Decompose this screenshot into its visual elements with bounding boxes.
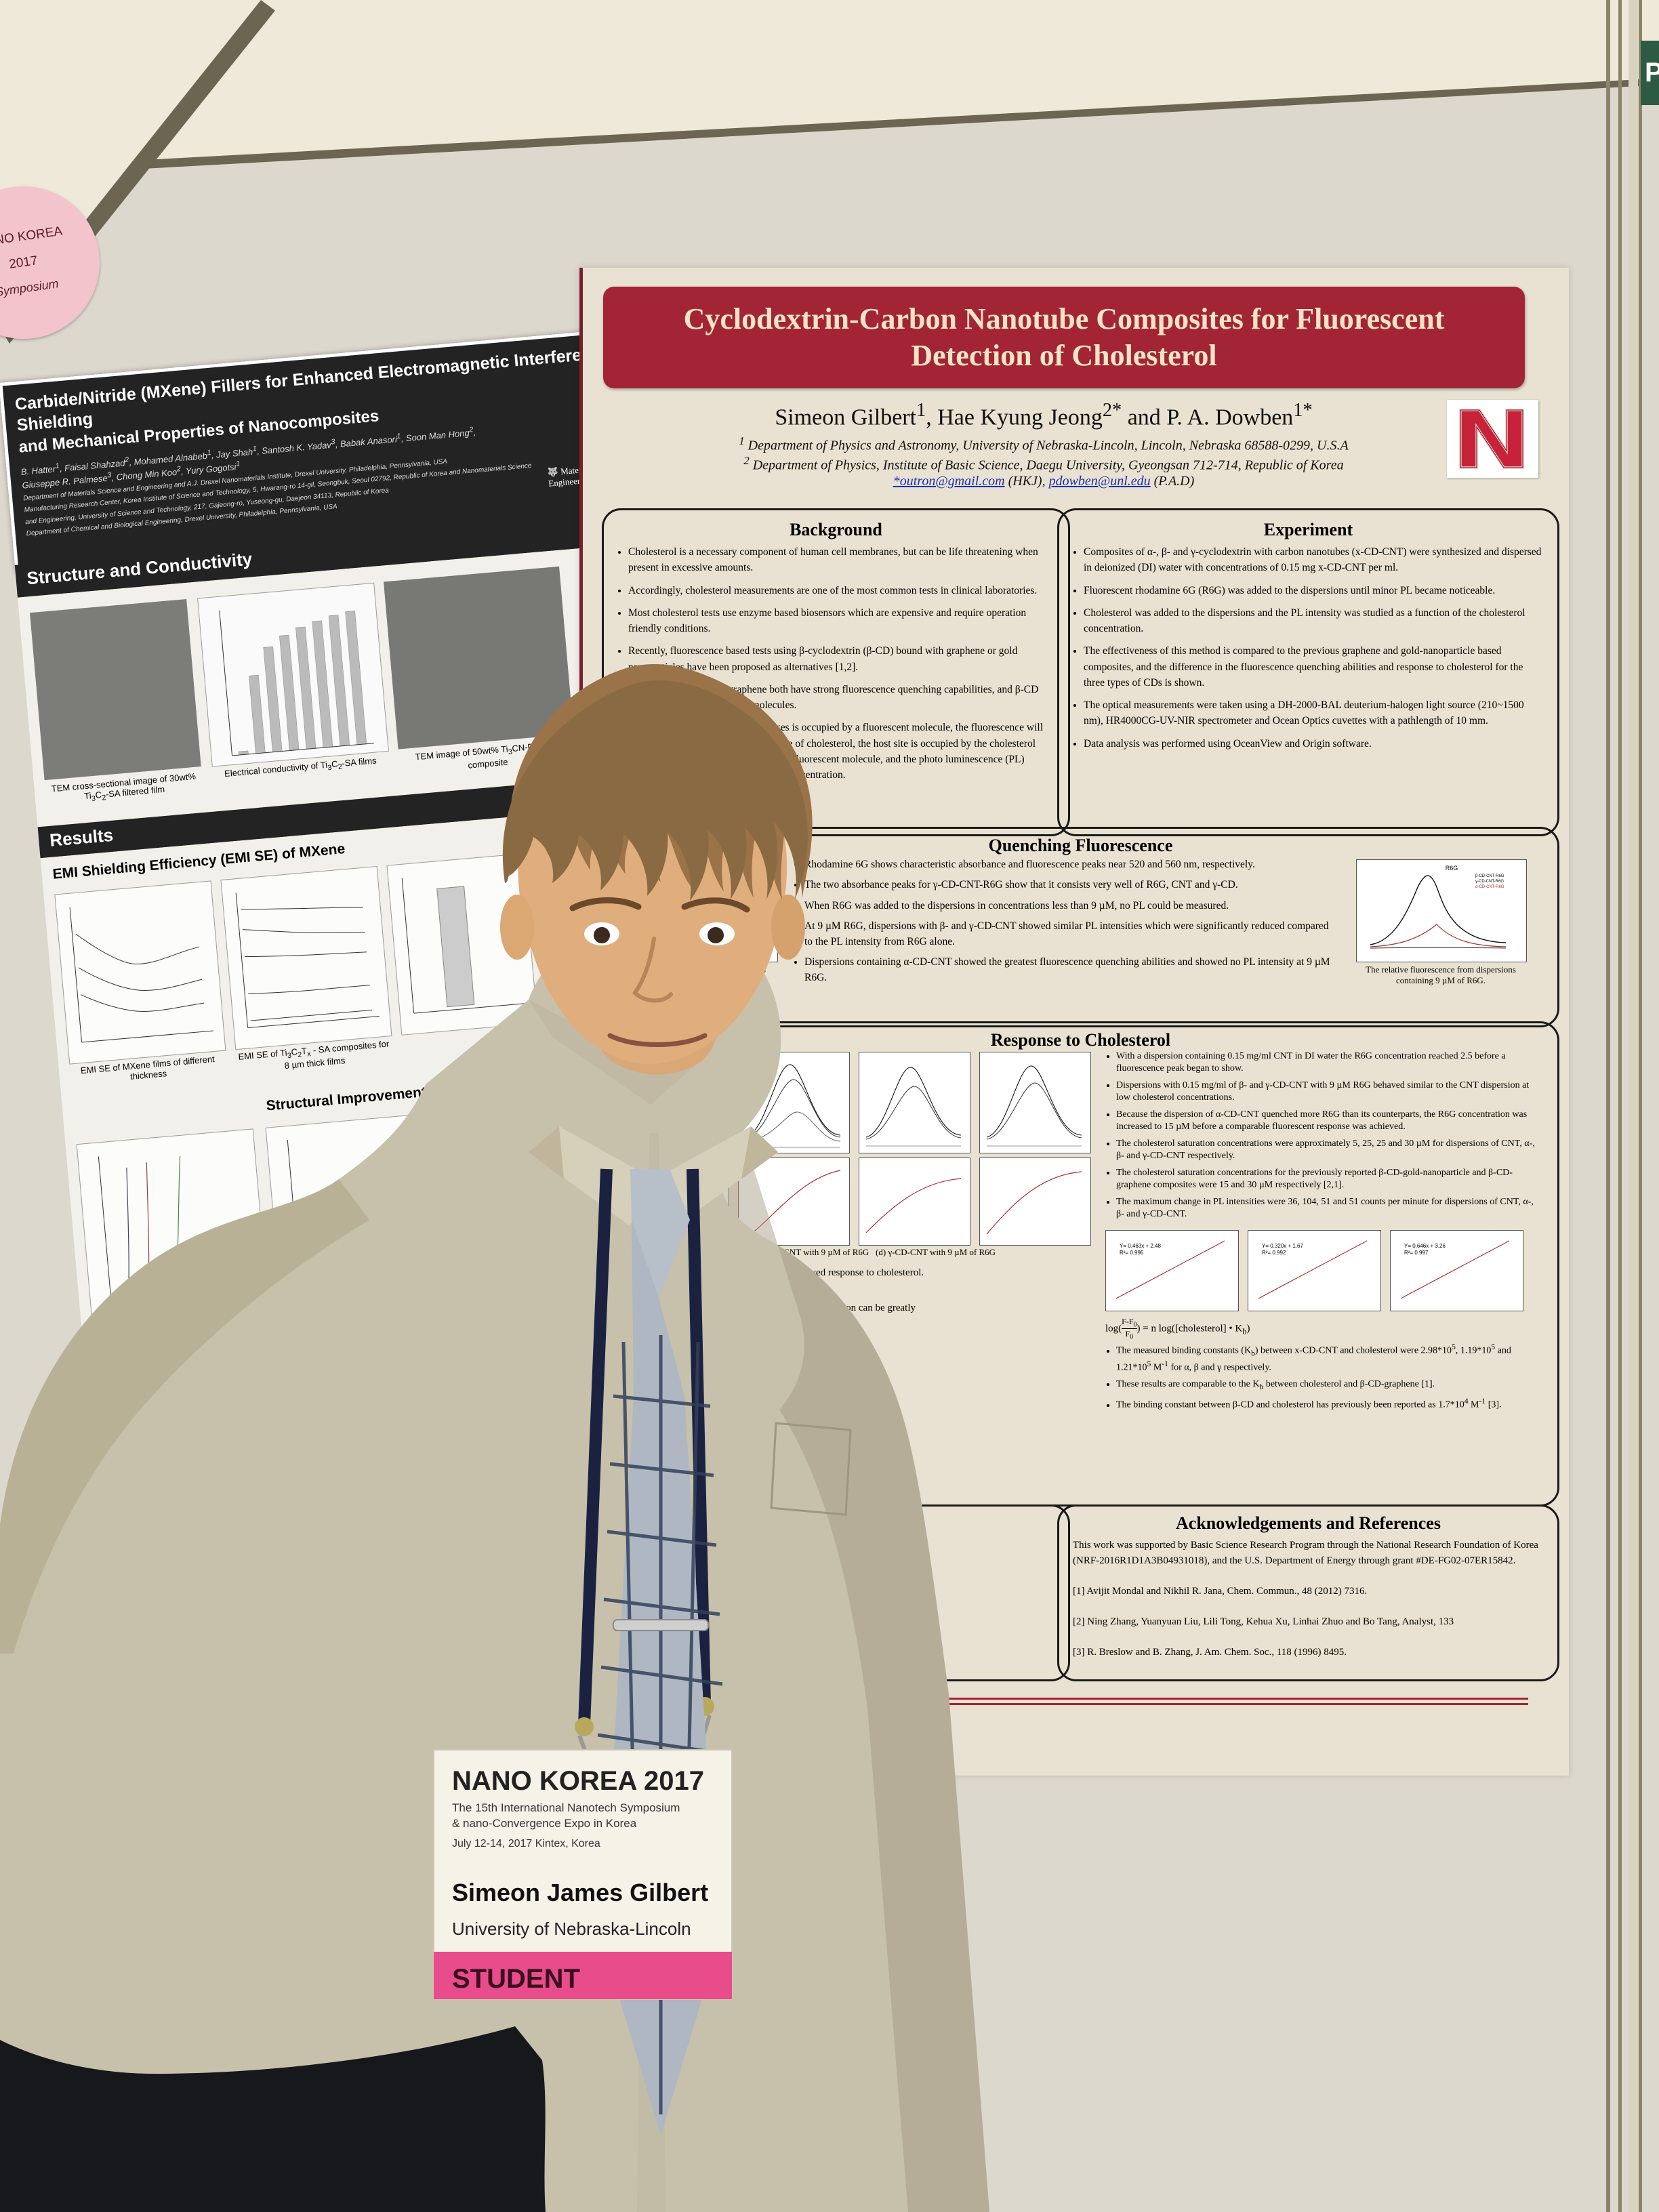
svg-text:University of Nebraska-Lincoln: University of Nebraska-Lincoln [452, 1919, 691, 1939]
svg-text:The 15th International Nanotec: The 15th International Nanotech Symposiu… [452, 1801, 680, 1814]
svg-text:NANO KOREA 2017: NANO KOREA 2017 [452, 1766, 704, 1796]
svg-text:Simeon James Gilbert: Simeon James Gilbert [452, 1879, 708, 1906]
svg-text:& nano-Convergence Expo in Kor: & nano-Convergence Expo in Korea [452, 1817, 637, 1830]
svg-text:July 12-14, 2017 Kintex, Korea: July 12-14, 2017 Kintex, Korea [452, 1838, 600, 1849]
svg-text:STUDENT: STUDENT [452, 1964, 580, 1994]
